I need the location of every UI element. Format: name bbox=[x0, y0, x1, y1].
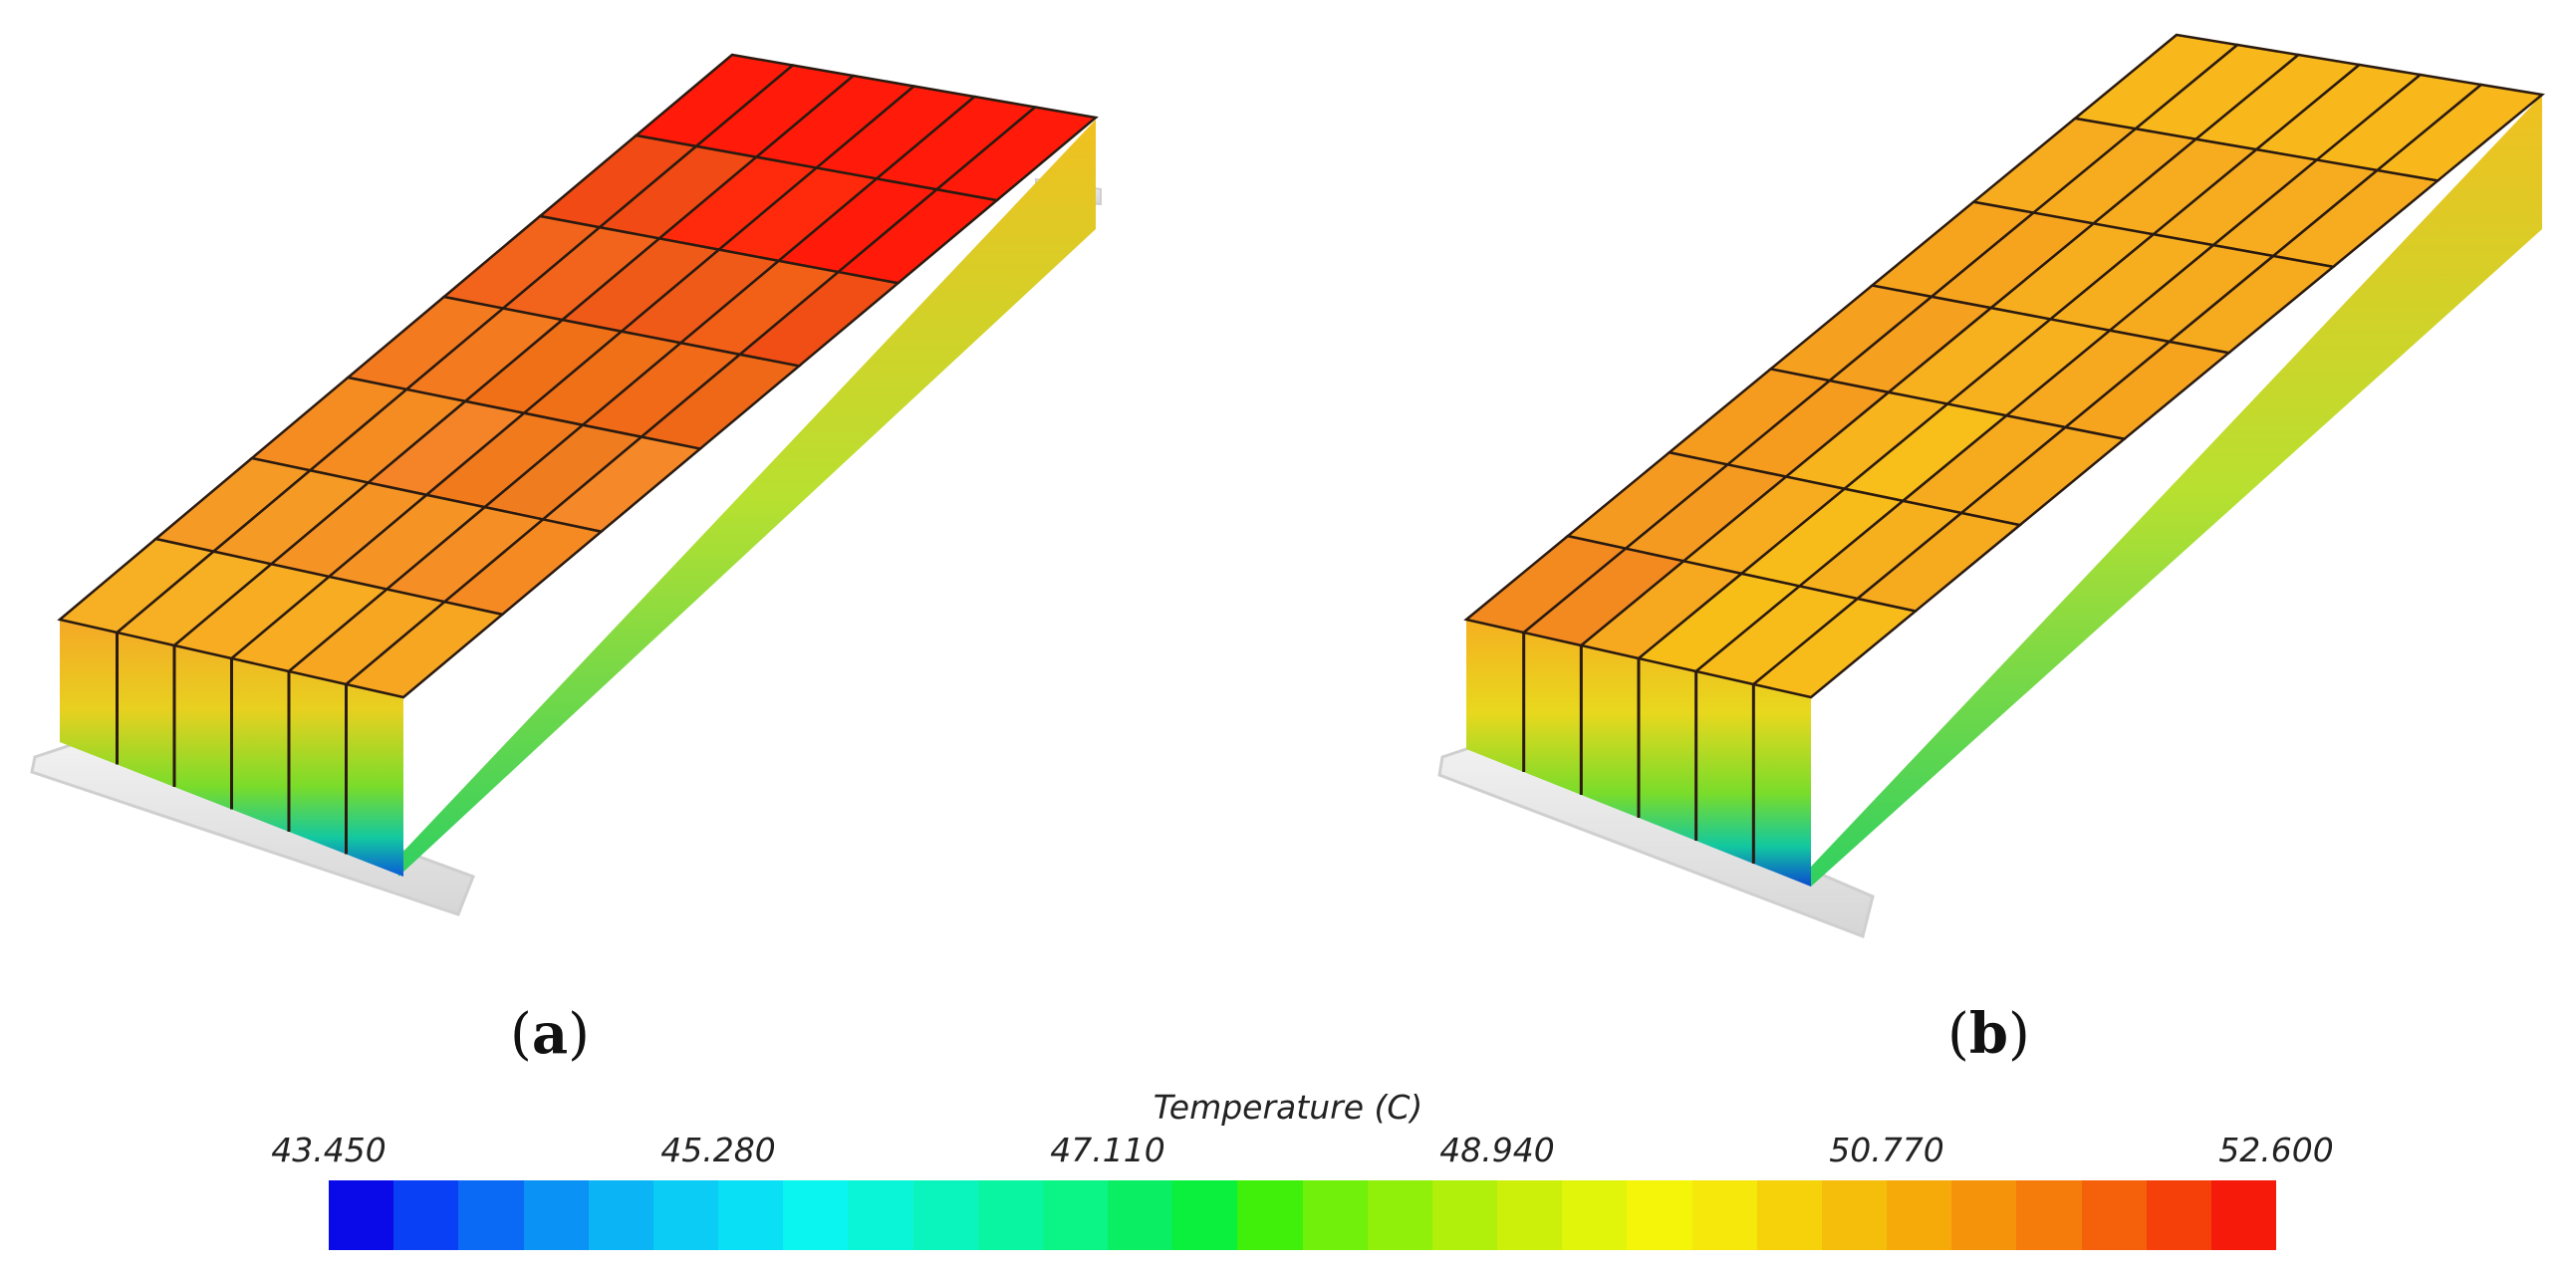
colorbar-swatch bbox=[1367, 1180, 1432, 1250]
colorbar-swatch bbox=[2146, 1180, 2211, 1250]
colorbar-swatch bbox=[393, 1180, 459, 1250]
colorbar-swatch bbox=[1042, 1180, 1109, 1250]
colorbar-swatch bbox=[977, 1180, 1043, 1250]
temperature-colorbar bbox=[329, 1180, 2277, 1250]
colorbar-swatch bbox=[2016, 1180, 2082, 1250]
colorbar-tick: 52.600 bbox=[2218, 1131, 2334, 1169]
colorbar-swatch bbox=[848, 1180, 913, 1250]
colorbar-swatch bbox=[1951, 1180, 2017, 1250]
colorbar-swatch bbox=[1497, 1180, 1563, 1250]
colorbar-swatch bbox=[1172, 1180, 1238, 1250]
colorbar-swatch bbox=[1887, 1180, 1952, 1250]
colorbar-swatch bbox=[1756, 1180, 1822, 1250]
battery-pack-b bbox=[1437, 33, 2545, 939]
panel-label-b: (b) bbox=[1947, 1001, 2030, 1067]
colorbar-swatch bbox=[1108, 1180, 1173, 1250]
colorbar-swatch bbox=[458, 1180, 524, 1250]
colorbar-swatch bbox=[718, 1180, 784, 1250]
colorbar-swatch bbox=[2081, 1180, 2147, 1250]
cell-top bbox=[343, 600, 506, 699]
pack-top-face-a bbox=[57, 53, 1099, 699]
colorbar-swatch bbox=[912, 1180, 978, 1250]
colorbar-swatch bbox=[329, 1180, 394, 1250]
cell-dividers-b bbox=[1522, 633, 1755, 864]
cell-top bbox=[1750, 597, 1919, 699]
pack-top-face-b bbox=[1463, 33, 2545, 699]
colorbar-tick: 47.110 bbox=[1050, 1131, 1165, 1169]
colorbar-swatch bbox=[1821, 1180, 1888, 1250]
colorbar-swatch bbox=[1691, 1180, 1757, 1250]
colorbar-swatch bbox=[652, 1180, 719, 1250]
colorbar-title: Temperature (C) bbox=[1153, 1088, 1423, 1127]
colorbar-swatch bbox=[1431, 1180, 1498, 1250]
pack-right-face-b bbox=[1811, 95, 2542, 887]
colorbar-tick: 45.280 bbox=[660, 1131, 776, 1169]
colorbar-swatch bbox=[1237, 1180, 1303, 1250]
colorbar-tick: 48.940 bbox=[1439, 1131, 1555, 1169]
cell-dividers-a bbox=[116, 633, 348, 855]
colorbar-swatch bbox=[523, 1180, 589, 1250]
panel-label-a: (a) bbox=[510, 1001, 591, 1067]
colorbar-swatch bbox=[1562, 1180, 1628, 1250]
pack-right-face-a bbox=[398, 120, 1096, 877]
battery-pack-a bbox=[30, 53, 1102, 916]
colorbar-tick: 43.450 bbox=[271, 1131, 386, 1169]
colorbar-swatch bbox=[2210, 1180, 2277, 1250]
colorbar-swatch bbox=[783, 1180, 849, 1250]
colorbar-swatch bbox=[1627, 1180, 1692, 1250]
colorbar-swatch bbox=[588, 1180, 653, 1250]
colorbar-tick: 50.770 bbox=[1829, 1131, 1944, 1169]
colorbar-swatch bbox=[1302, 1180, 1368, 1250]
